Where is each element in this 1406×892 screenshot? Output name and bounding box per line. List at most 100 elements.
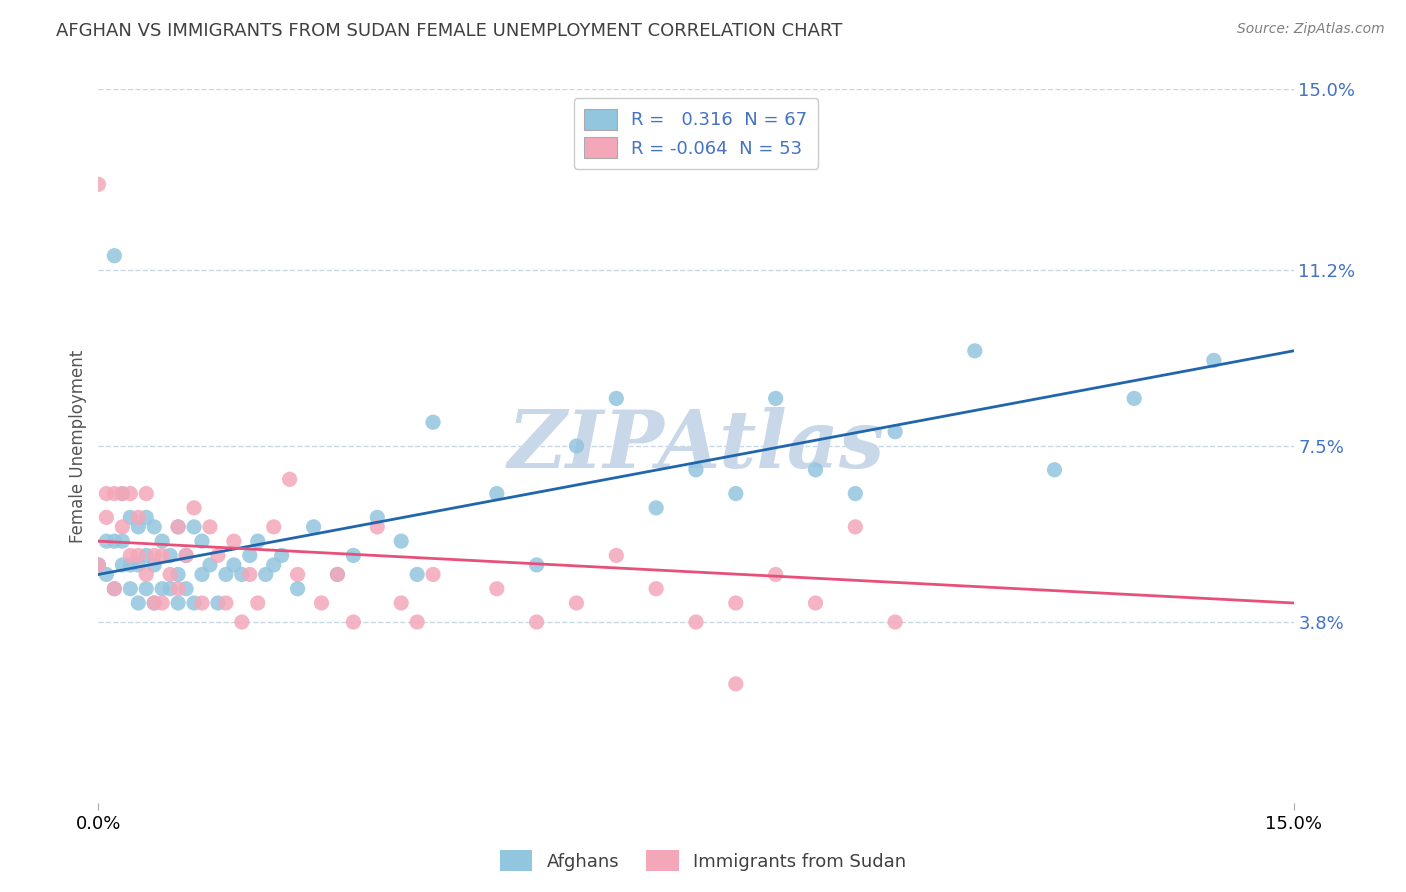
Point xyxy=(150,534,173,549)
Point xyxy=(183,500,205,515)
Point xyxy=(844,520,866,534)
Point xyxy=(422,415,444,429)
Text: AFGHAN VS IMMIGRANTS FROM SUDAN FEMALE UNEMPLOYMENT CORRELATION CHART: AFGHAN VS IMMIGRANTS FROM SUDAN FEMALE U… xyxy=(56,22,842,40)
Point xyxy=(127,520,149,534)
Point xyxy=(111,534,134,549)
Point xyxy=(127,558,149,572)
Point xyxy=(174,549,197,563)
Point xyxy=(804,596,827,610)
Point xyxy=(389,534,412,549)
Point xyxy=(605,549,627,563)
Point xyxy=(215,596,238,610)
Y-axis label: Female Unemployment: Female Unemployment xyxy=(69,350,87,542)
Point xyxy=(605,392,627,406)
Point xyxy=(270,549,292,563)
Point xyxy=(167,520,190,534)
Point xyxy=(246,534,269,549)
Point xyxy=(222,558,245,572)
Point xyxy=(246,596,269,610)
Point xyxy=(963,343,986,358)
Point xyxy=(111,558,134,572)
Point xyxy=(127,596,149,610)
Point xyxy=(239,567,262,582)
Point xyxy=(111,520,134,534)
Point xyxy=(884,615,907,629)
Point xyxy=(765,567,787,582)
Point xyxy=(135,510,157,524)
Point xyxy=(135,486,157,500)
Point xyxy=(302,520,325,534)
Point xyxy=(183,520,205,534)
Point xyxy=(1202,353,1225,368)
Point xyxy=(135,582,157,596)
Point xyxy=(366,520,388,534)
Point xyxy=(103,486,125,500)
Point xyxy=(685,463,707,477)
Point xyxy=(222,534,245,549)
Point xyxy=(287,567,309,582)
Point xyxy=(167,596,190,610)
Point xyxy=(239,549,262,563)
Point xyxy=(174,549,197,563)
Point xyxy=(724,486,747,500)
Point xyxy=(127,510,149,524)
Point xyxy=(120,582,142,596)
Point xyxy=(422,567,444,582)
Point xyxy=(103,534,125,549)
Point xyxy=(565,596,588,610)
Point xyxy=(278,472,301,486)
Point xyxy=(167,567,190,582)
Point xyxy=(120,558,142,572)
Point xyxy=(645,500,668,515)
Point xyxy=(231,567,253,582)
Point xyxy=(191,596,214,610)
Point xyxy=(174,582,197,596)
Point xyxy=(159,549,181,563)
Point xyxy=(143,549,166,563)
Text: ZIPAtlas: ZIPAtlas xyxy=(508,408,884,484)
Legend: R =   0.316  N = 67, R = -0.064  N = 53: R = 0.316 N = 67, R = -0.064 N = 53 xyxy=(574,98,818,169)
Point xyxy=(167,520,190,534)
Point xyxy=(884,425,907,439)
Point xyxy=(111,486,134,500)
Point xyxy=(143,558,166,572)
Point xyxy=(96,510,118,524)
Point xyxy=(87,558,110,572)
Point xyxy=(287,582,309,596)
Point xyxy=(406,567,429,582)
Point xyxy=(96,486,118,500)
Point xyxy=(765,392,787,406)
Point xyxy=(103,249,125,263)
Point xyxy=(150,596,173,610)
Point xyxy=(326,567,349,582)
Point xyxy=(263,558,285,572)
Point xyxy=(326,567,349,582)
Point xyxy=(150,582,173,596)
Point xyxy=(159,567,181,582)
Point xyxy=(87,558,110,572)
Point xyxy=(143,596,166,610)
Point xyxy=(485,486,508,500)
Point xyxy=(526,558,548,572)
Point xyxy=(87,178,110,192)
Point xyxy=(215,567,238,582)
Point xyxy=(120,549,142,563)
Point xyxy=(231,615,253,629)
Point xyxy=(207,549,229,563)
Point xyxy=(96,534,118,549)
Point xyxy=(1123,392,1146,406)
Legend: Afghans, Immigrants from Sudan: Afghans, Immigrants from Sudan xyxy=(492,843,914,879)
Point xyxy=(183,596,205,610)
Point xyxy=(207,596,229,610)
Point xyxy=(263,520,285,534)
Point xyxy=(485,582,508,596)
Point xyxy=(565,439,588,453)
Point xyxy=(191,534,214,549)
Point xyxy=(1043,463,1066,477)
Point xyxy=(526,615,548,629)
Point xyxy=(724,677,747,691)
Point xyxy=(103,582,125,596)
Point xyxy=(135,567,157,582)
Point xyxy=(406,615,429,629)
Point xyxy=(103,582,125,596)
